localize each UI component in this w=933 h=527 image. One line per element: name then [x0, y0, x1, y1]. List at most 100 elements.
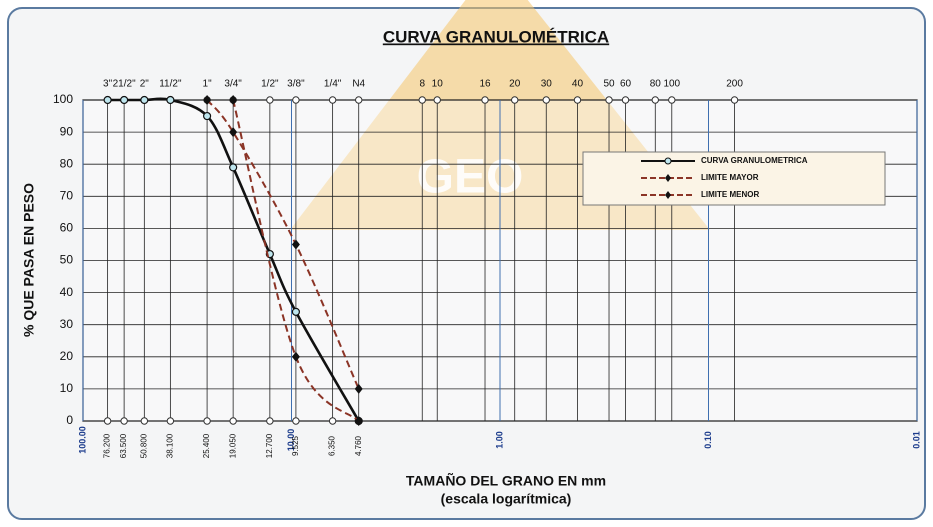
sieve-marker [266, 96, 274, 104]
y-tick-label: 40 [60, 285, 74, 299]
legend-marker [664, 157, 672, 165]
sieve-marker [229, 417, 237, 425]
chart-title: CURVA GRANULOMÉTRICA [383, 27, 609, 46]
sieve-marker [103, 417, 112, 425]
sieve-label: 50 [603, 79, 615, 90]
legend-label: LIMITE MENOR [701, 190, 759, 199]
y-tick-label: 100 [53, 92, 73, 106]
sieve-marker [140, 417, 149, 425]
sieve-marker [328, 417, 337, 425]
point [354, 416, 363, 426]
sieve-mm-label: 19.050 [228, 433, 237, 458]
point [103, 95, 112, 105]
series-line [232, 99, 360, 422]
sieve-marker [668, 96, 676, 104]
sieve-label: 100 [663, 79, 680, 90]
sieve-label: 10 [432, 79, 444, 90]
sieve-label: 200 [726, 79, 743, 90]
sieve-label: 80 [650, 79, 662, 90]
sieve-marker [511, 96, 519, 104]
y-axis-label: % QUE PASA EN PESO [21, 183, 37, 337]
sieve-mm-label: 12.700 [265, 433, 274, 458]
y-tick-label: 60 [60, 221, 74, 235]
sieve-mm-label: 76.200 [103, 433, 112, 458]
point [291, 307, 301, 316]
point [140, 95, 149, 105]
point [354, 383, 363, 394]
point [229, 163, 238, 172]
y-tick-label: 70 [60, 188, 74, 202]
sieve-label: N4 [352, 79, 365, 90]
sieve-marker [166, 417, 175, 425]
point [202, 111, 212, 121]
sieve-label: 3" [103, 79, 113, 90]
sieve-marker [621, 96, 630, 104]
sieve-label: 21/2" [113, 79, 136, 90]
y-tick-label: 20 [60, 349, 74, 363]
legend-label: LIMITE MAYOR [701, 173, 759, 182]
sieve-marker [418, 96, 426, 104]
sieve-marker [730, 96, 739, 104]
y-tick-label: 90 [60, 124, 74, 138]
sieve-mm-label: 9.525 [291, 435, 300, 456]
sieve-label: 20 [509, 79, 521, 90]
series-line [206, 99, 360, 390]
sieve-marker [355, 96, 363, 104]
point [291, 351, 300, 362]
sieve-label: 8 [419, 79, 425, 90]
y-tick-label: 50 [60, 253, 74, 267]
sieve-label: 3/4" [224, 79, 242, 90]
sieve-label: 60 [620, 79, 632, 90]
point [291, 239, 300, 250]
sieve-marker [433, 96, 441, 104]
sieve-mm-label: 38.100 [165, 433, 174, 458]
y-tick-label: 80 [60, 156, 74, 170]
sieve-label: 40 [572, 79, 584, 90]
sieve-mm-label: 4.760 [354, 435, 363, 456]
x-tick-label: 100.00 [77, 426, 87, 454]
sieve-label: 1" [203, 79, 213, 90]
legend-box [582, 151, 886, 206]
sieve-label: 16 [479, 79, 491, 90]
x-tick-label: 1.00 [494, 431, 504, 449]
point [120, 95, 129, 105]
sieve-label: 3/8" [287, 79, 305, 90]
point [203, 95, 212, 105]
y-tick-label: 10 [60, 381, 74, 395]
sieve-marker [328, 96, 337, 104]
sieve-marker [292, 96, 300, 104]
x-tick-label: 10.00 [286, 429, 296, 452]
point [166, 95, 175, 105]
sieve-label: 1/2" [261, 79, 279, 90]
sieve-mm-label: 6.350 [328, 435, 337, 456]
legend-marker [665, 174, 671, 182]
sieve-marker [203, 417, 211, 425]
y-tick-label: 30 [60, 317, 74, 331]
point [229, 95, 238, 105]
legend-label: CURVA GRANULOMETRICA [701, 156, 808, 165]
sieve-marker [542, 96, 550, 104]
sieve-marker [481, 96, 489, 104]
watermark: GEO [417, 151, 524, 204]
sieve-label: 30 [541, 79, 553, 90]
sieve-marker [266, 417, 274, 425]
sieve-marker [605, 96, 613, 104]
sieve-label: 1/4" [324, 79, 342, 90]
sieve-mm-label: 25.400 [202, 433, 211, 458]
sieve-marker [292, 417, 300, 425]
x-tick-label: 0.10 [703, 431, 713, 449]
sieve-marker [573, 96, 582, 104]
point [229, 127, 238, 138]
sieve-mm-label: 50.800 [139, 433, 148, 458]
x-tick-label: 0.01 [911, 431, 921, 449]
sieve-label: 2" [140, 79, 150, 90]
sieve-marker [651, 96, 659, 104]
sieve-label: 11/2" [159, 79, 182, 90]
sieve-mm-label: 63.500 [119, 433, 128, 458]
legend-marker [665, 191, 671, 199]
x-axis-label: TAMAÑO DEL GRANO EN mm [406, 472, 606, 489]
x-axis-note: (escala logarítmica) [441, 491, 572, 507]
y-tick-label: 0 [66, 413, 73, 427]
sieve-marker [120, 417, 128, 425]
